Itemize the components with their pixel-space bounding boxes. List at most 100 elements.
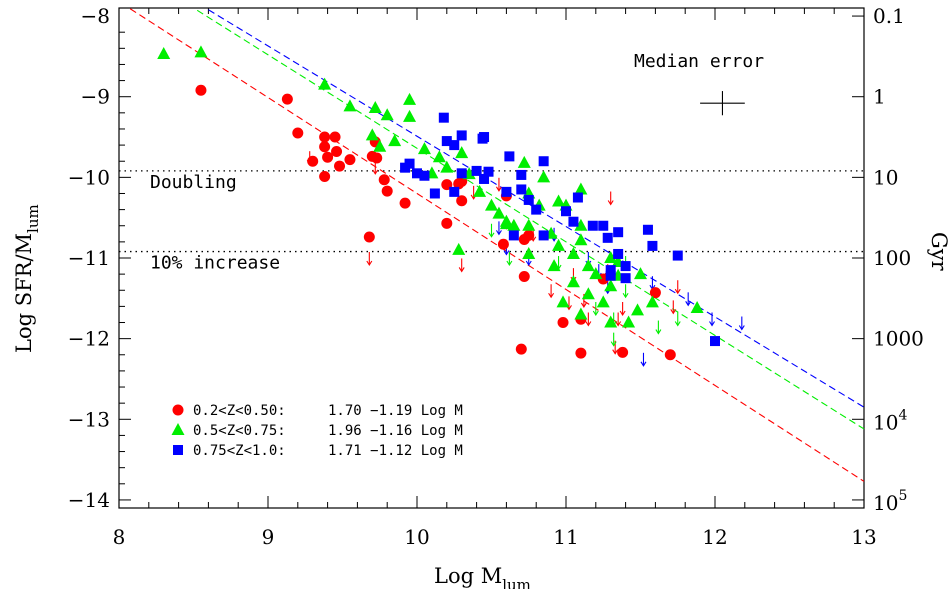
data-point <box>449 140 460 151</box>
axis-ticks <box>118 8 865 508</box>
data-point <box>319 141 331 153</box>
upper-limit-arrow <box>709 312 715 327</box>
data-point <box>531 204 542 215</box>
x-tick-label: 8 <box>113 525 126 549</box>
data-point <box>522 246 536 259</box>
data-point <box>403 92 417 105</box>
data-point <box>322 151 334 163</box>
y-tick-label: −8 <box>81 4 110 28</box>
y2-tick-exponent: 4 <box>898 407 907 423</box>
data-point <box>605 265 616 276</box>
y2-tick-label: 10 <box>873 165 898 189</box>
data-point <box>538 156 549 167</box>
data-point <box>649 287 661 299</box>
data-point <box>438 112 449 123</box>
legend-series-name: 0.2<Z<0.50: <box>193 403 286 419</box>
legend-fit-equation: 1.96 −1.16 Log M <box>328 423 463 439</box>
x-axis-label-sub: lum <box>502 576 531 589</box>
data-point <box>473 184 487 197</box>
y-tick-label: −11 <box>68 246 110 270</box>
data-point <box>518 271 530 283</box>
data-point <box>492 206 506 219</box>
y-tick-label: −10 <box>68 165 110 189</box>
data-point <box>319 131 331 143</box>
upper-limit-arrow <box>566 296 572 311</box>
data-point <box>574 307 588 320</box>
legend-series-name: 0.5<Z<0.75: <box>193 423 286 439</box>
legend-series-name: 0.75<Z<1.0: <box>193 443 286 459</box>
data-point <box>631 303 645 316</box>
data-point <box>572 192 583 203</box>
x-tick-label: 9 <box>262 525 275 549</box>
upper-limit-arrow <box>640 352 647 367</box>
data-point <box>292 127 304 139</box>
upper-limit-arrow <box>685 292 692 307</box>
data-point <box>419 170 430 181</box>
data-point <box>380 108 394 121</box>
data-point <box>647 240 658 251</box>
data-point <box>417 142 431 155</box>
data-point <box>432 150 446 163</box>
data-point <box>574 218 588 231</box>
data-point <box>412 168 422 179</box>
upper-limit-arrow <box>610 332 617 347</box>
data-point <box>605 270 616 281</box>
x-tick-label: 11 <box>553 525 578 549</box>
data-point <box>479 173 490 184</box>
data-point <box>602 232 613 243</box>
data-point <box>508 230 519 241</box>
data-point <box>622 315 636 328</box>
y2-tick-label: 104 <box>873 407 907 434</box>
upper-limit-arrow <box>488 223 495 238</box>
data-point <box>388 134 402 147</box>
data-point <box>566 275 580 288</box>
data-point <box>441 136 452 147</box>
data-point <box>497 238 509 250</box>
data-point <box>575 347 587 359</box>
median-error-bar <box>700 91 745 116</box>
data-point <box>642 224 653 235</box>
data-point <box>566 246 580 259</box>
upper-limit-arrow <box>670 300 677 315</box>
fit-line <box>208 9 865 408</box>
upper-limit-arrow <box>548 284 555 299</box>
y-tick-label: −12 <box>68 327 110 351</box>
y-tick-label: −13 <box>68 407 110 431</box>
x-axis-label: Log Mlum <box>434 564 531 589</box>
data-point <box>710 336 720 347</box>
upper-limit-arrow <box>738 316 745 331</box>
y-axis-label-main: Log SFR/M <box>12 233 36 353</box>
y-axis-label: Log SFR/Mlum <box>12 204 42 353</box>
legend-fit-equation: 1.70 −1.19 Log M <box>328 403 463 419</box>
data-point <box>620 261 631 272</box>
data-point <box>455 146 469 159</box>
x-axis-label-main: Log M <box>434 564 502 588</box>
y2-tick-label: 1 <box>873 85 886 109</box>
data-point <box>523 194 534 205</box>
data-point <box>485 198 498 211</box>
data-point <box>645 295 659 308</box>
data-point <box>552 238 566 251</box>
upper-limit-arrow <box>366 252 373 267</box>
data-point <box>501 186 512 197</box>
data-point <box>617 346 629 358</box>
data-point <box>547 259 561 272</box>
data-point <box>371 152 383 164</box>
data-point <box>499 217 513 230</box>
legend-marker <box>173 445 183 455</box>
data-point <box>404 158 415 169</box>
upper-limit-arrow <box>674 312 681 327</box>
data-point <box>604 251 618 263</box>
x-tick-label: 10 <box>404 525 429 549</box>
data-point <box>664 349 676 361</box>
data-point <box>556 295 570 308</box>
upper-limit-arrow <box>655 320 662 335</box>
data-point <box>537 170 551 183</box>
data-point <box>368 101 382 113</box>
data-point <box>281 93 293 105</box>
upper-limit-arrow <box>674 280 681 295</box>
data-point <box>449 186 460 197</box>
data-point <box>307 155 319 167</box>
upper-limit-arrow <box>495 221 502 236</box>
